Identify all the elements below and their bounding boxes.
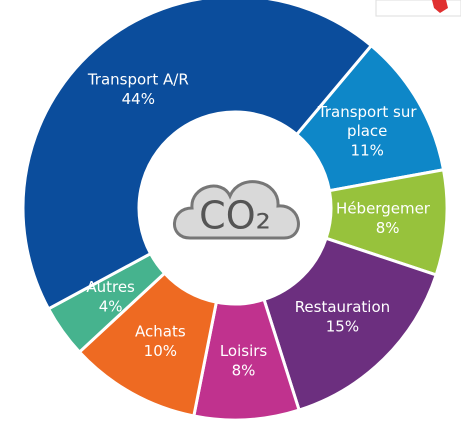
category-label: Restauration xyxy=(295,297,390,315)
cloud-icon xyxy=(173,180,300,240)
slice-label: Achats xyxy=(135,322,186,340)
category-label: Autres xyxy=(86,278,135,296)
category-label: Hébergement xyxy=(336,199,439,217)
slice-label: Autres xyxy=(86,278,135,296)
value-label: 8% xyxy=(232,361,256,379)
slice-label: Loisirs xyxy=(220,341,268,359)
slice-label: Transport A/R xyxy=(87,70,189,88)
value-label: 8% xyxy=(376,219,400,237)
corner-button[interactable] xyxy=(375,0,461,17)
value-label: 11% xyxy=(351,142,384,160)
category-label: Transport A/R xyxy=(87,70,189,88)
category-label: Loisirs xyxy=(220,341,268,359)
value-label: 44% xyxy=(122,90,155,108)
slice xyxy=(262,236,439,412)
category-label: Achats xyxy=(135,322,186,340)
corner-icon xyxy=(432,0,448,13)
category-label-part: Transport sur xyxy=(317,103,417,121)
slice-label: Transport sur place xyxy=(317,103,417,140)
labels: Transport sur place 11% Hébergement 8% Restau… xyxy=(86,70,439,379)
slices xyxy=(21,0,449,422)
slice xyxy=(21,0,374,311)
category-label-part: place xyxy=(347,122,387,140)
value-label: 15% xyxy=(326,317,359,335)
center-label: CO₂ xyxy=(199,194,271,238)
slice-label: Hébergement xyxy=(336,199,439,217)
value-label: 10% xyxy=(144,342,177,360)
value-label: 4% xyxy=(99,298,123,316)
slice-label: Restauration xyxy=(295,297,390,315)
